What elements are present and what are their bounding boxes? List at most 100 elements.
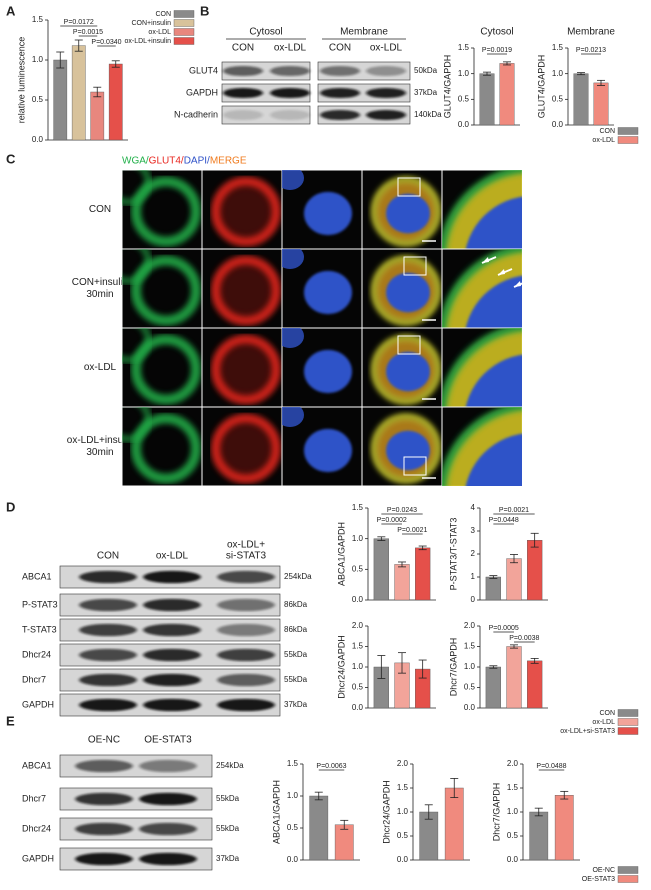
blot-band [143, 623, 201, 637]
y-tick-label: 0.0 [32, 135, 44, 144]
blot-band [217, 598, 275, 612]
y-tick-label: 0.0 [552, 120, 564, 129]
kda-label: 37kDa [284, 700, 308, 709]
bar [527, 660, 543, 709]
legend-label: ox-LDL+si-STAT3 [560, 728, 615, 735]
cells [211, 176, 281, 247]
panel-label: D [6, 499, 15, 514]
y-tick-label: 1.0 [32, 55, 44, 64]
kda-label: 254kDa [216, 761, 244, 770]
error-bar [489, 665, 498, 669]
error-bar [510, 554, 518, 564]
nucleus-zoom [465, 433, 522, 486]
membrane [131, 255, 201, 326]
y-tick-label: 2.0 [507, 759, 519, 768]
cells [442, 249, 522, 328]
cells [282, 249, 352, 315]
row-label: CON+insulin [72, 277, 128, 288]
y-tick-label: 1.5 [507, 783, 519, 792]
p-value: P=0.0019 [482, 47, 512, 54]
lane-label: ox-LDL+ [227, 540, 265, 551]
error-bar [560, 790, 569, 800]
blot-band [320, 109, 360, 121]
cells [442, 328, 522, 407]
cytoplasm [221, 423, 271, 474]
micrograph [441, 406, 523, 487]
nucleus [386, 430, 430, 471]
zoom-box [403, 256, 427, 276]
blot-band [270, 87, 310, 99]
blot-band [139, 822, 197, 836]
blot-row-label: GAPDH [22, 699, 54, 709]
blot-band [366, 109, 406, 121]
micrograph [441, 327, 523, 408]
legend-swatch [173, 28, 195, 36]
micrograph [121, 406, 203, 487]
cells [211, 334, 281, 405]
error-bar [530, 532, 539, 548]
y-tick-label: 0.5 [458, 94, 470, 103]
error-bar [534, 807, 543, 817]
error-bar [56, 51, 65, 69]
blot-row-label: T-STAT3 [22, 624, 57, 634]
bar [53, 59, 68, 141]
error-bar [74, 39, 83, 52]
row-label: ox-LDL+insulin [67, 435, 133, 446]
p-value: P=0.0002 [377, 517, 407, 524]
y-tick-label: 1 [471, 572, 476, 581]
lane-label: ox-LDL [274, 43, 307, 54]
blot-band [75, 792, 133, 806]
blot-band [217, 648, 275, 662]
bar [499, 63, 515, 126]
error-bar [503, 61, 511, 66]
bar [309, 795, 329, 861]
nucleus [282, 249, 304, 269]
p-value: P=0.0015 [73, 29, 103, 36]
y-tick-label: 2.0 [397, 759, 409, 768]
y-tick-label: 0 [471, 595, 476, 604]
bar [554, 795, 574, 861]
cytoplasm [221, 265, 271, 316]
zoom-box [403, 456, 427, 476]
error-bar [483, 71, 491, 76]
chart-title: Membrane [567, 27, 615, 38]
y-tick-label: 0.0 [458, 120, 470, 129]
blot-row-label: Dhcr7 [22, 793, 46, 803]
blot-band [143, 598, 201, 612]
bar [394, 564, 410, 601]
nucleus [386, 351, 430, 392]
micrograph [361, 406, 443, 487]
y-tick-label: 1.0 [397, 807, 409, 816]
panel-label: A [6, 3, 16, 18]
p-value: P=0.0243 [387, 507, 417, 514]
error-bar [597, 79, 605, 86]
lane-label: OE-NC [88, 735, 120, 746]
blot-band [139, 792, 197, 806]
nucleus [282, 170, 304, 190]
legend-swatch [617, 709, 639, 717]
micrograph [441, 248, 529, 329]
y-tick-label: 3 [471, 526, 476, 535]
cells [442, 170, 522, 249]
nucleus [282, 328, 304, 348]
kda-label: 140kDa [414, 110, 442, 119]
error-bar [530, 657, 539, 664]
y-tick-label: 0.0 [352, 595, 364, 604]
nucleus [282, 407, 304, 427]
legend-label: CON+insulin [132, 20, 172, 27]
bar [479, 73, 495, 126]
kda-label: 55kDa [284, 675, 308, 684]
cells [211, 255, 281, 326]
y-tick-label: 0.5 [352, 564, 364, 573]
bar [334, 824, 354, 861]
micrograph [201, 327, 283, 408]
y-tick-label: 1.5 [352, 503, 364, 512]
lane-label: CON [329, 43, 351, 54]
y-tick-label: 0.5 [464, 683, 476, 692]
blot-band [139, 759, 197, 773]
legend-swatch [173, 10, 195, 18]
blot-band [217, 673, 275, 687]
y-tick-label: 1.0 [352, 662, 364, 671]
error-bar [418, 659, 427, 679]
blot-band [79, 648, 137, 662]
